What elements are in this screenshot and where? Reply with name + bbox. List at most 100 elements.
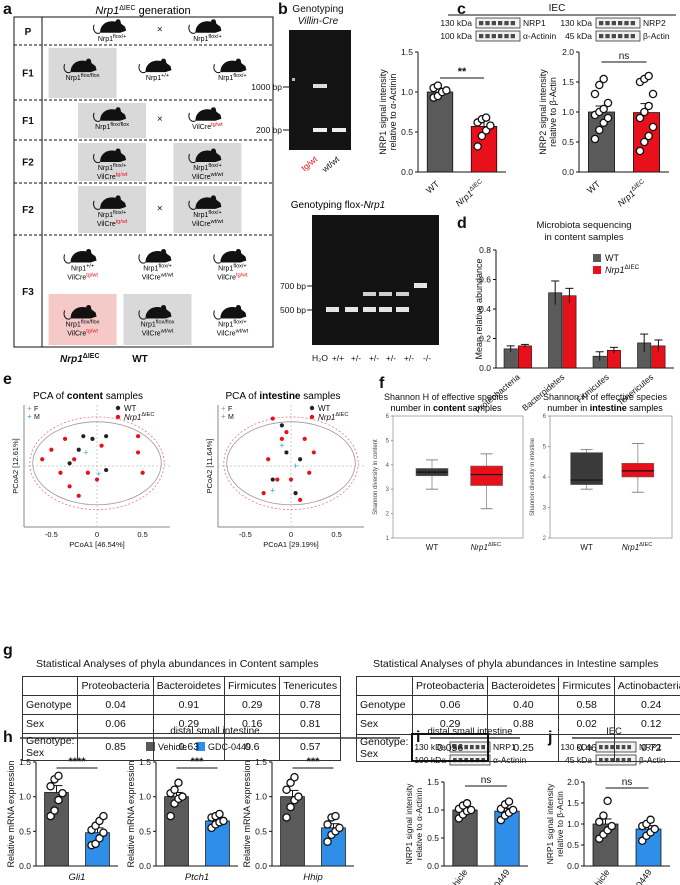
plot-frame: [392, 415, 524, 539]
genotype-label: Nrp1flox/+: [193, 34, 222, 43]
table-row: Genotype 0.04 0.91 0.29 0.78: [21, 695, 342, 715]
gel-marker: 700 bp: [280, 281, 306, 291]
data-point: [286, 778, 295, 788]
ko-point: [62, 436, 68, 441]
mouse-tail: [213, 254, 221, 264]
mouse-icon: [63, 305, 97, 320]
y-tick-label: 1.0: [255, 792, 267, 802]
mouse-tail: [93, 24, 101, 34]
genotype-label: VilCretg/wt: [97, 219, 128, 228]
sex-marker: +: [270, 485, 275, 495]
blot-band: [599, 21, 604, 26]
y-tick-label: 1.5: [139, 757, 151, 767]
blot-kda: 45 kDa: [565, 31, 592, 41]
panel-letter-h: h: [3, 729, 13, 746]
data-point: [644, 101, 653, 111]
genotype-label: Nrp1flox/+: [218, 73, 247, 82]
gel-lane-label: -/-: [423, 353, 431, 363]
wt-point: [279, 423, 284, 428]
blot-band: [618, 21, 623, 26]
genotype-label: VilCrewt/wt: [142, 273, 174, 282]
gel-marker: 500 bp: [280, 305, 306, 315]
generation-label: F2: [22, 158, 34, 169]
data-point: [323, 837, 332, 846]
y-tick-label: 2.0: [562, 47, 574, 57]
mouse-tail: [93, 112, 101, 122]
y-tick-label: 0.5: [562, 137, 574, 147]
data-point: [603, 98, 613, 108]
c-left-ylabel: NRP1 signal intensity: [378, 69, 388, 155]
y-tick-label: 4: [543, 475, 547, 481]
gel-lane-label: +/-: [351, 353, 361, 363]
mouse-ear: [210, 19, 216, 25]
y-tick-label: 0.5: [139, 826, 151, 836]
genotype-label: Nrp1flox/flox: [95, 122, 129, 131]
f-right-title: Shannon H of effective species: [543, 392, 667, 402]
table-cell: 0.57: [279, 733, 342, 761]
table-cell: 0.056: [411, 733, 489, 762]
genotype-label: Nrp1flox/+: [218, 320, 247, 329]
table-cell: 0.16: [223, 714, 281, 734]
genotype-highlight: [123, 294, 192, 345]
legend-f-marker: +: [221, 404, 226, 413]
significance: ns: [481, 775, 492, 786]
wt-point: [104, 434, 109, 439]
cross-symbol: ×: [157, 204, 163, 215]
a-title: Nrp1ΔIEC generation: [95, 5, 190, 17]
y-tick-label: 1.0: [567, 819, 579, 829]
gel-lane-label: +/-: [386, 353, 396, 363]
data-point: [95, 834, 104, 843]
table-row: Genotype: Sex 0.85 0.63 0.6 0.57: [21, 733, 342, 761]
y-tick-label: 2: [543, 536, 547, 542]
genotype-label: Nrp1+/+: [71, 264, 94, 273]
data-point: [595, 125, 604, 135]
blot-band: [599, 34, 604, 39]
j-xcat: GDC-0449: [621, 867, 654, 885]
blot-protein: NRP1: [523, 18, 546, 28]
gel-lane-label: tg/wt: [299, 153, 320, 173]
blot-band: [605, 34, 610, 39]
genotype-label: VilCretg/wt: [217, 273, 248, 282]
blot-band: [498, 34, 503, 39]
y-tick-label: 0.5: [401, 127, 413, 137]
data-point: [590, 89, 600, 99]
sex-marker: +: [293, 461, 298, 471]
ko-point: [72, 457, 77, 462]
g-left-table: Proteobacteria Bacteroidetes Firmicutes Ten…: [21, 676, 342, 761]
data-point: [286, 802, 295, 812]
gel-band: [326, 307, 339, 312]
legend-f-marker: +: [27, 404, 32, 413]
genotype-label: Nrp1flox/+: [218, 264, 247, 273]
gel-band: [363, 292, 376, 296]
genotype-highlight: [48, 294, 117, 345]
h-ylabel: Relative mRNA expression: [6, 760, 16, 867]
data-point: [331, 811, 340, 821]
data-point: [178, 792, 187, 801]
gel2-title: Genotyping flox-Nrp1: [291, 200, 386, 211]
genotype-label: Nrp1flox/+: [98, 210, 127, 219]
sex-marker: +: [83, 447, 88, 457]
gel-band: [414, 283, 427, 288]
c-xcat: Nrp1ΔIEC: [615, 178, 649, 209]
table-cell: 0.81: [279, 714, 342, 734]
legend-label: Nrp1ΔIEC: [124, 412, 154, 422]
ko-point: [311, 450, 316, 455]
mouse-body: [195, 20, 222, 33]
mouse-tail: [188, 24, 196, 34]
blot-band: [491, 34, 496, 39]
legend-label: F: [34, 406, 38, 413]
table-cell: 0.29: [152, 714, 225, 734]
data-point: [215, 809, 224, 819]
legend-label: Nrp1ΔIEC: [605, 264, 640, 275]
h-hhip-chart: 0.00.51.01.5 ***: [255, 756, 354, 871]
c-right-chart: 0.0 0.5 1.0 1.5 2.0 ns: [562, 47, 669, 177]
data-point: [166, 811, 175, 821]
y-tick-label: 0.0: [255, 861, 267, 871]
c-xcat: Nrp1ΔIEC: [453, 178, 487, 209]
generation-label: P: [25, 27, 32, 38]
data-point: [599, 811, 608, 820]
data-point: [174, 778, 183, 788]
mouse-icon: [138, 305, 172, 320]
sex-marker: +: [279, 441, 284, 451]
gel-marker: 200 bp: [256, 125, 282, 135]
